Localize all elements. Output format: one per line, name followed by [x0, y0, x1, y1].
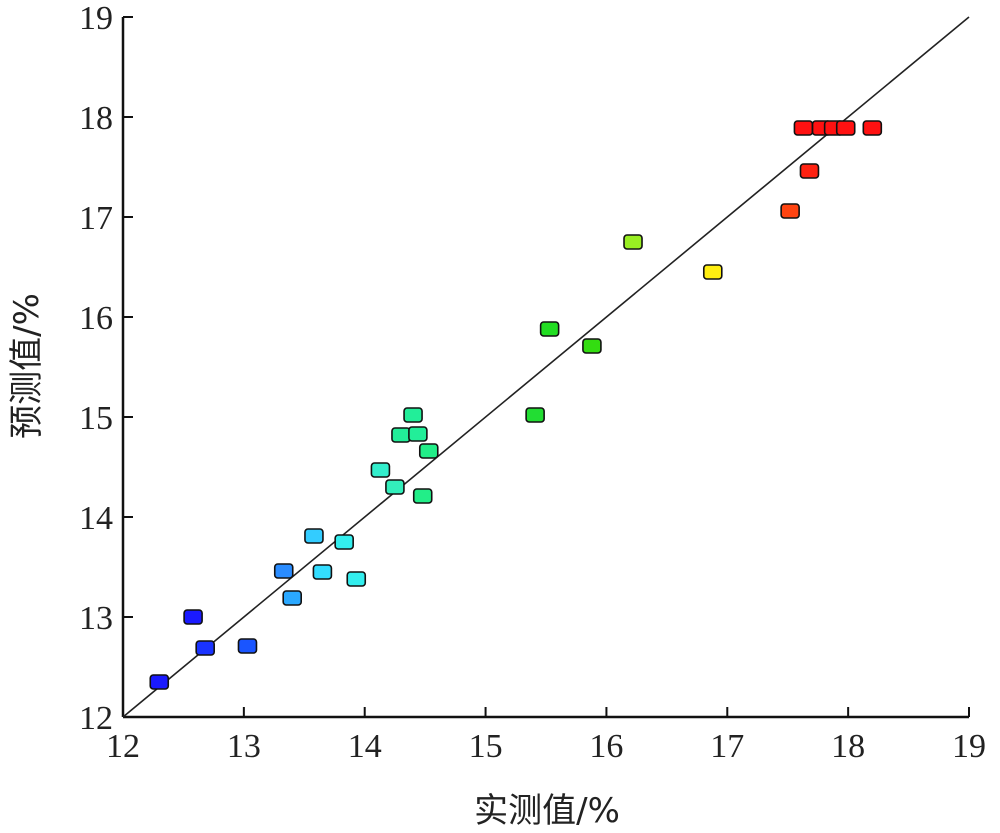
data-point: [334, 534, 354, 550]
y-tick-label: 17: [79, 200, 113, 237]
x-tick-label: 19: [952, 728, 986, 765]
y-tick-label: 15: [79, 400, 113, 437]
data-point: [793, 120, 814, 136]
x-axis-label: 实测值/%: [474, 791, 620, 831]
x-tick-label: 18: [831, 728, 865, 765]
data-point: [346, 571, 367, 587]
data-point: [312, 564, 333, 580]
data-point: [273, 563, 294, 579]
data-point: [304, 528, 324, 544]
data-point: [237, 638, 258, 654]
data-point: [282, 590, 303, 606]
data-point: [195, 640, 215, 656]
data-point: [862, 120, 883, 136]
data-point: [385, 479, 405, 495]
data-point: [539, 321, 560, 337]
tick-labels: 12 13 14 15 16 17 18 19 12 13 14 15 16 17 18 19: [79, 0, 986, 765]
data-point: [183, 609, 203, 625]
x-tick-label: 16: [589, 728, 623, 765]
data-point: [391, 427, 411, 443]
data-point: [403, 407, 423, 423]
data-point: [780, 203, 800, 219]
data-point: [702, 264, 723, 280]
data-points: [149, 120, 883, 690]
y-axis-label: 预测值/%: [7, 293, 47, 439]
y-tick-label: 18: [79, 100, 113, 137]
axes: [121, 16, 970, 719]
data-point: [370, 462, 391, 478]
data-point: [408, 426, 428, 442]
y-tick-label: 12: [79, 700, 113, 737]
data-point: [835, 120, 856, 136]
data-point: [418, 443, 439, 459]
y-tick-label: 13: [79, 600, 113, 637]
y-tick-label: 14: [79, 500, 113, 537]
data-point: [623, 234, 643, 250]
y-tick-label: 19: [79, 0, 113, 37]
data-point: [582, 338, 602, 354]
data-point: [412, 488, 433, 504]
x-tick-label: 12: [106, 728, 140, 765]
x-tick-label: 15: [469, 728, 503, 765]
data-point: [149, 674, 170, 690]
data-point: [799, 163, 820, 179]
x-tick-label: 13: [227, 728, 261, 765]
data-point: [525, 407, 545, 423]
x-tick-label: 14: [348, 728, 382, 765]
y-tick-label: 16: [79, 300, 113, 337]
x-tick-label: 17: [710, 728, 744, 765]
